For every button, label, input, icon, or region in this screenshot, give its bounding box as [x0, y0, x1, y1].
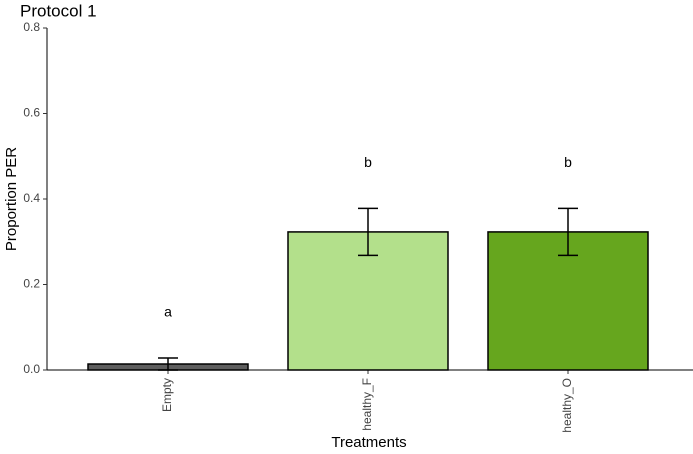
significance-letter: b: [564, 154, 572, 170]
x-tick-label: healthy_O: [560, 378, 574, 433]
x-tick-label: Empty: [160, 378, 174, 412]
y-tick-label: 0.8: [23, 20, 40, 34]
y-axis-title: Proportion PER: [3, 147, 20, 251]
y-tick-label: 0.4: [23, 191, 40, 205]
x-tick-label: healthy_F: [360, 378, 374, 431]
y-tick-label: 0.6: [23, 106, 40, 120]
significance-letter: a: [164, 304, 172, 320]
significance-letter: b: [364, 154, 372, 170]
chart-title: Protocol 1: [20, 1, 97, 20]
x-axis-title: Treatments: [331, 434, 406, 451]
y-tick-label: 0.0: [23, 362, 40, 376]
y-tick-label: 0.2: [23, 277, 40, 291]
